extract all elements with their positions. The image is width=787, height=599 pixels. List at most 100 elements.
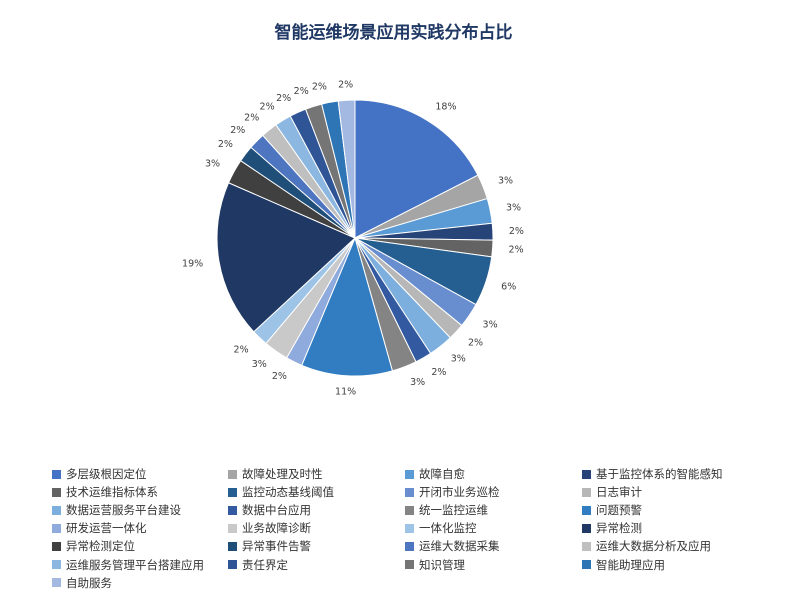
data-label-10: 3% [410, 377, 425, 388]
legend-item-8: 数据运营服务平台建设 [52, 502, 181, 518]
legend-label: 数据运营服务平台建设 [66, 503, 181, 518]
legend-swatch [52, 578, 61, 588]
legend-label: 监控动态基线阈值 [242, 485, 334, 500]
data-label-13: 3% [252, 359, 267, 370]
data-label-5: 6% [501, 281, 516, 292]
legend-item-3: 基于监控体系的智能感知 [582, 466, 723, 482]
legend-item-13: 业务故障诊断 [228, 520, 311, 536]
legend-item-10: 统一监控运维 [405, 502, 488, 518]
chart-title: 智能运维场景应用实践分布占比 [274, 23, 513, 43]
legend-swatch [228, 523, 237, 533]
legend-swatch [582, 523, 591, 533]
legend-label: 异常检测定位 [66, 539, 135, 554]
legend-item-12: 研发运营一体化 [52, 520, 147, 536]
legend-swatch [405, 541, 414, 551]
legend-item-5: 监控动态基线阈值 [228, 484, 334, 500]
data-label-12: 2% [272, 371, 287, 382]
legend-label: 一体化监控 [419, 521, 477, 536]
legend-label: 异常事件告警 [242, 539, 311, 554]
legend-label: 基于监控体系的智能感知 [596, 467, 723, 481]
legend-swatch [228, 487, 237, 497]
legend-swatch [52, 541, 61, 551]
data-label-9: 2% [431, 367, 446, 378]
legend-swatch [228, 560, 237, 569]
legend-swatch [405, 560, 414, 569]
data-label-2: 3% [506, 203, 521, 214]
legend-swatch [405, 487, 414, 497]
legend-item-20: 运维服务管理平台搭建应用 [52, 557, 204, 573]
legend-swatch [582, 487, 591, 497]
legend-label: 知识管理 [419, 557, 465, 572]
legend-label: 故障处理及时性 [242, 467, 323, 481]
legend-item-4: 技术运维指标体系 [52, 484, 158, 500]
legend-label: 异常检测 [596, 521, 642, 536]
legend-item-17: 异常事件告警 [228, 538, 311, 554]
legend-label: 多层级根因定位 [66, 467, 147, 481]
legend-swatch [405, 523, 414, 533]
data-label-21: 2% [276, 93, 291, 104]
legend-swatch [228, 541, 237, 551]
legend-item-7: 日志审计 [582, 484, 642, 500]
data-label-24: 2% [338, 79, 353, 90]
pie-slice-0 [354, 99, 479, 239]
legend-item-2: 故障自愈 [405, 466, 465, 482]
data-label-8: 3% [451, 354, 466, 365]
legend-swatch [228, 505, 237, 515]
data-label-0: 18% [435, 102, 456, 113]
legend-swatch [228, 469, 237, 479]
data-label-16: 3% [205, 159, 220, 170]
legend-label: 智能助理应用 [596, 557, 665, 572]
legend-swatch [405, 469, 414, 479]
legend-label: 技术运维指标体系 [66, 485, 158, 500]
legend-swatch [405, 505, 414, 515]
legend-swatch [52, 469, 61, 479]
legend-label: 运维服务管理平台搭建应用 [66, 557, 204, 572]
legend-swatch [582, 469, 591, 479]
legend-label: 研发运营一体化 [66, 521, 147, 536]
legend-swatch [52, 560, 61, 569]
legend-item-19: 运维大数据分析及应用 [582, 538, 711, 554]
pie-chart: 18%3%3%2%2%6%3%2%3%2%3%11%2%3%2%19%3%2%2… [182, 79, 524, 398]
data-label-17: 2% [218, 139, 233, 150]
legend-item-15: 异常检测 [582, 520, 642, 536]
data-label-19: 2% [244, 112, 259, 123]
legend-swatch [52, 505, 61, 515]
legend-swatch [52, 523, 61, 533]
legend-label: 统一监控运维 [419, 503, 488, 518]
legend-item-9: 数据中台应用 [228, 502, 311, 518]
legend-label: 运维大数据采集 [419, 539, 500, 554]
data-label-22: 2% [294, 86, 309, 97]
data-label-14: 2% [234, 344, 249, 355]
legend-item-16: 异常检测定位 [52, 538, 135, 554]
legend-label: 业务故障诊断 [242, 521, 311, 536]
pie-slice-15 [216, 182, 356, 333]
data-label-11: 11% [335, 387, 356, 398]
data-label-23: 2% [312, 82, 327, 93]
data-label-3: 2% [509, 226, 524, 237]
legend-item-0: 多层级根因定位 [52, 466, 147, 482]
legend-item-11: 问题预警 [582, 502, 642, 518]
legend-swatch [582, 541, 591, 551]
legend-label: 责任界定 [242, 557, 288, 572]
legend-item-6: 开闭市业务巡检 [405, 484, 500, 500]
legend-label: 日志审计 [596, 485, 642, 500]
legend-label: 运维大数据分析及应用 [596, 539, 711, 554]
pie-slice-24 [337, 99, 356, 239]
legend-label: 故障自愈 [419, 467, 465, 481]
legend-item-1: 故障处理及时性 [228, 466, 323, 482]
legend-swatch [582, 505, 591, 515]
data-label-20: 2% [260, 102, 275, 113]
legend-swatch [582, 560, 591, 569]
legend-item-21: 责任界定 [228, 557, 288, 573]
legend-label: 数据中台应用 [242, 503, 311, 518]
data-label-15: 19% [182, 259, 203, 270]
legend-item-23: 智能助理应用 [582, 557, 665, 573]
legend-item-24: 自助服务 [52, 575, 112, 591]
data-label-1: 3% [498, 176, 513, 187]
data-label-18: 2% [230, 125, 245, 136]
legend-label: 问题预警 [596, 503, 642, 518]
data-label-4: 2% [509, 245, 524, 256]
data-label-7: 2% [468, 338, 483, 349]
legend-label: 自助服务 [66, 575, 112, 590]
data-label-6: 3% [483, 319, 498, 330]
